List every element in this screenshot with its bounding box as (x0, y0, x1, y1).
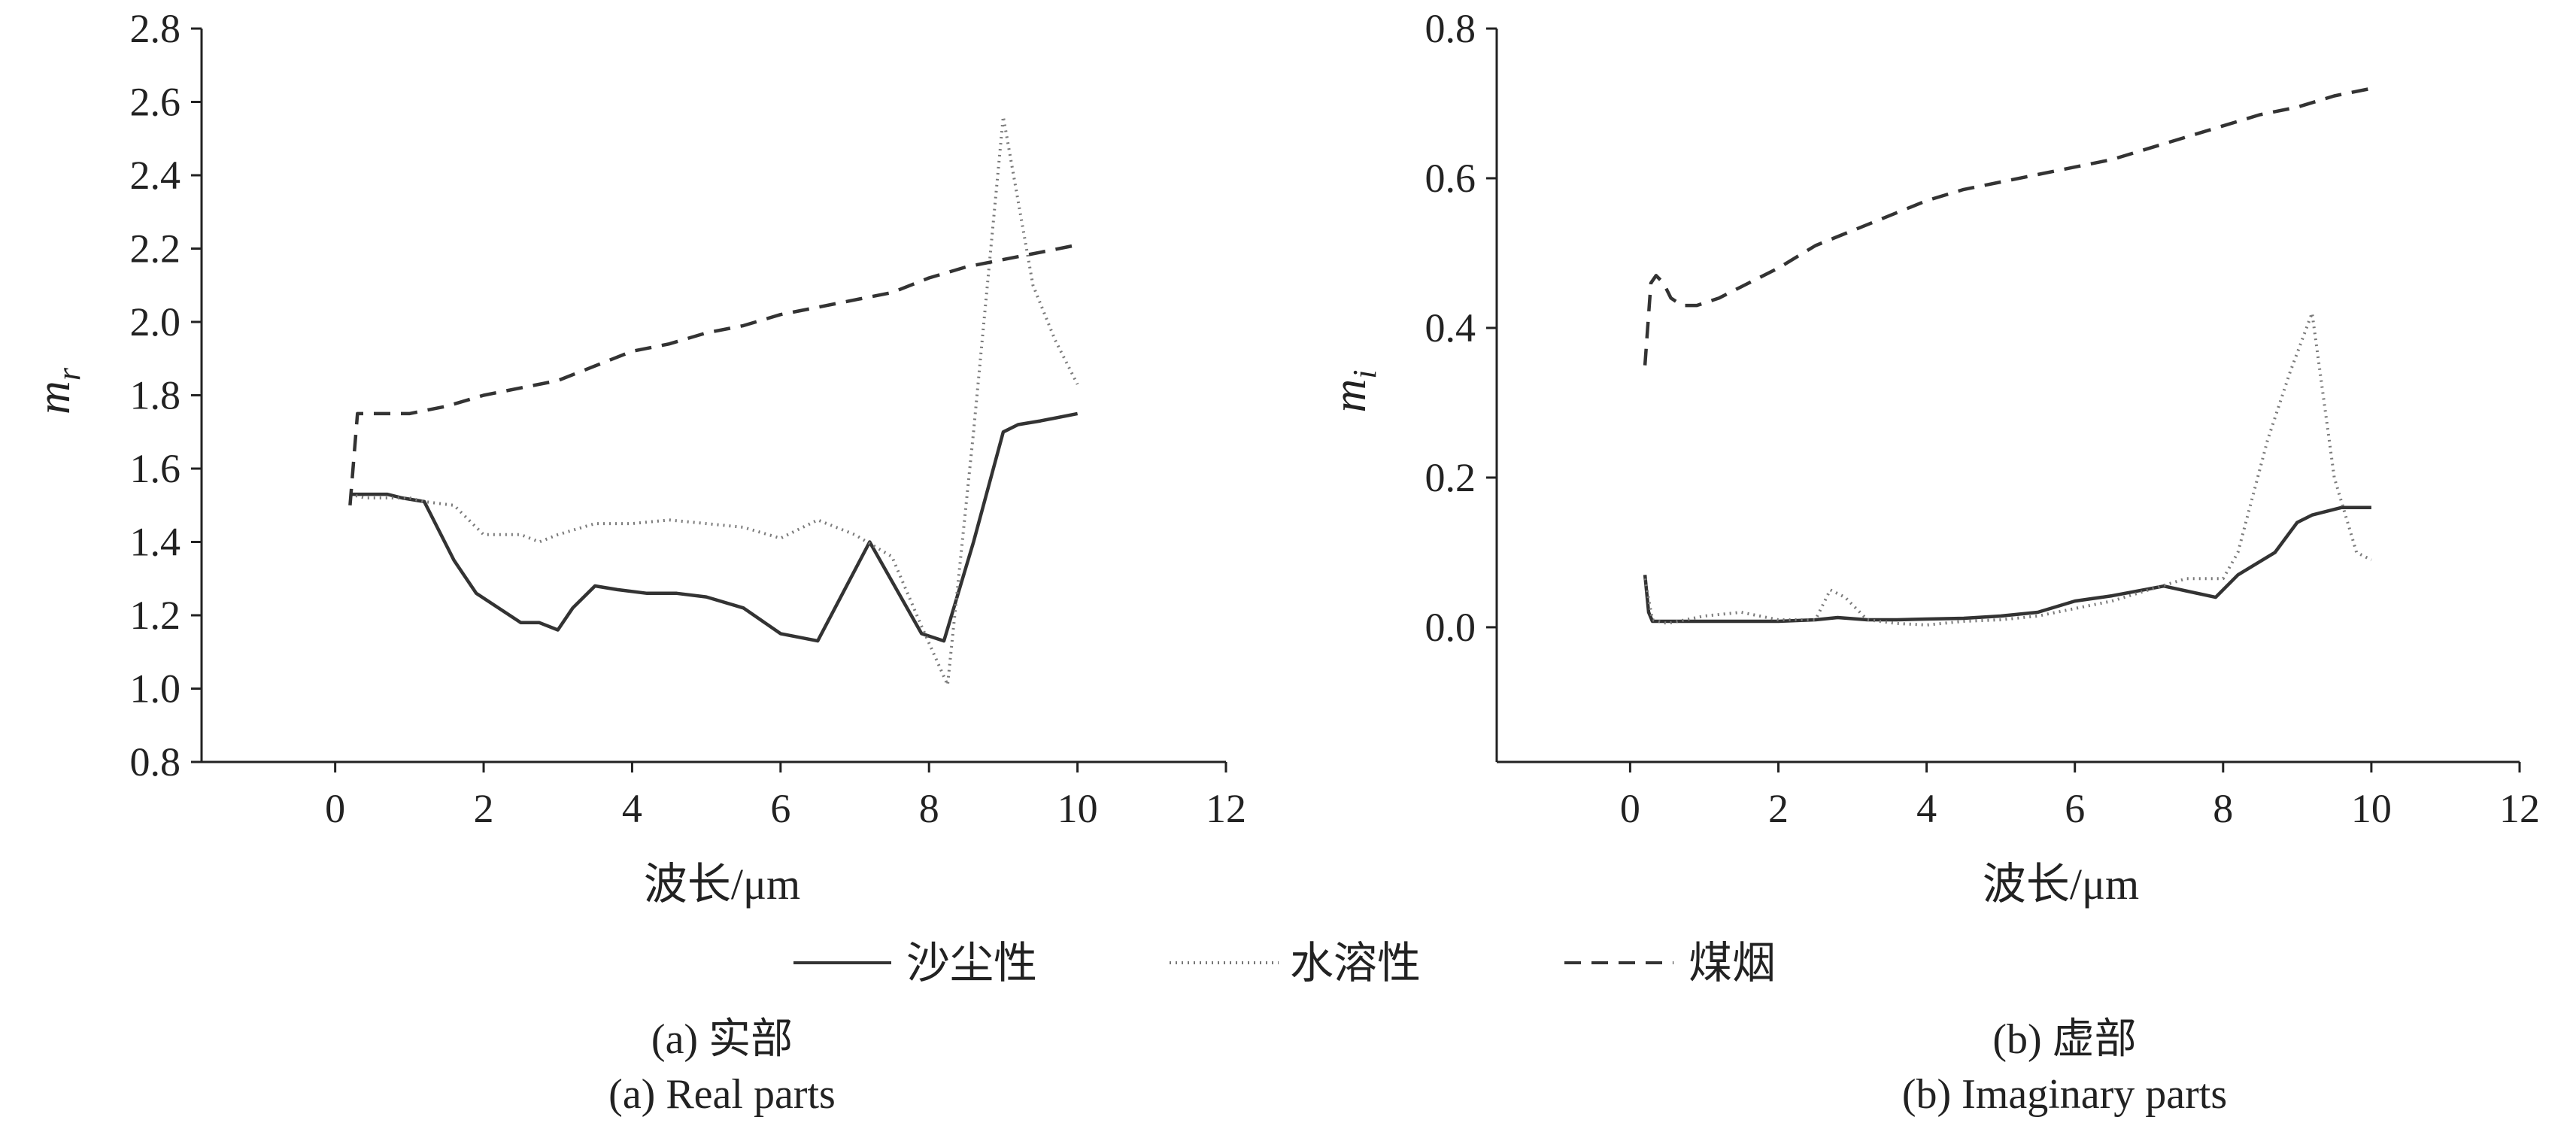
y-tick-label-imag: 0.2 (1425, 455, 1476, 500)
x-tick-label-real: 4 (622, 786, 642, 831)
series-line-dotted-real (349, 115, 1079, 687)
legend: 沙尘性 水溶性 煤烟 (793, 939, 1776, 988)
x-tick-label-imag: 4 (1916, 786, 1937, 831)
legend-label-soot: 煤烟 (1689, 939, 1776, 988)
y-tick-label-imag: 0.8 (1425, 6, 1476, 51)
y-tick-label-imag: 0.6 (1425, 156, 1476, 201)
x-tick-label-real: 0 (325, 786, 345, 831)
x-tick-label-real: 12 (1206, 786, 1246, 831)
x-tick-label-imag: 8 (2213, 786, 2233, 831)
y-tick-label-real: 2.6 (130, 80, 181, 125)
caption-a-cn: (a) 实部 (651, 1016, 793, 1063)
y-tick-label-real: 2.8 (130, 6, 181, 51)
x-tick-label-imag: 2 (1768, 786, 1789, 831)
x-tick-label-real: 2 (474, 786, 494, 831)
x-tick-label-imag: 10 (2351, 786, 2392, 831)
series-line-solid-imag (1643, 505, 2371, 624)
x-tick-label-real: 8 (919, 786, 939, 831)
series-line-dotted-imag (1643, 311, 2372, 627)
x-tick-label-imag: 6 (2065, 786, 2085, 831)
x-axis-title-imag: 波长/μm (1983, 860, 2139, 909)
y-tick-label-real: 1.0 (130, 666, 181, 712)
series-line-dashed-imag (1643, 87, 2372, 366)
y-tick-label-real: 1.8 (130, 373, 181, 418)
y-tick-label-real: 1.4 (130, 520, 181, 565)
caption-b-en: (b) Imaginary parts (1902, 1071, 2227, 1118)
legend-label-water-soluble: 水溶性 (1290, 939, 1421, 988)
y-axis-title-imag: mi (1324, 369, 1383, 412)
y-tick-label-imag: 0.0 (1425, 605, 1476, 650)
y-tick-label-real: 2.2 (130, 226, 181, 272)
caption-a-en: (a) Real parts (608, 1071, 836, 1118)
y-tick-label-real: 1.2 (130, 593, 181, 638)
series-line-dashed-real (348, 243, 1079, 505)
x-tick-label-real: 10 (1057, 786, 1098, 831)
series-line-solid-real (350, 411, 1079, 643)
x-tick-label-imag: 12 (2499, 786, 2540, 831)
y-tick-label-real: 2.0 (130, 299, 181, 344)
y-axis-title-real: mr (29, 367, 87, 414)
captions: (a) 实部 (a) Real parts (b) 虚部 (b) Imagina… (608, 1016, 2227, 1118)
y-tick-label-real: 0.8 (130, 739, 181, 785)
chart-panel-real: 0.8 1.0 1.2 1.4 1.6 1.8 2.0 2.2 2.4 2.6 2.8 0 2 4 6 8 10… (29, 6, 1246, 909)
y-tick-label-real: 2.4 (130, 153, 181, 198)
chart-panel-imaginary: 0.0 0.2 0.4 0.6 0.8 0 2 4 6 8 10 12 波长/μm mi (1324, 6, 2540, 909)
caption-b-cn: (b) 虚部 (1992, 1016, 2136, 1063)
x-axis-title-real: 波长/μm (644, 860, 800, 909)
x-tick-label-real: 6 (770, 786, 790, 831)
y-tick-label-real: 1.6 (130, 446, 181, 491)
legend-label-dust: 沙尘性 (906, 939, 1037, 988)
x-tick-label-imag: 0 (1620, 786, 1640, 831)
y-tick-label-imag: 0.4 (1425, 305, 1476, 351)
